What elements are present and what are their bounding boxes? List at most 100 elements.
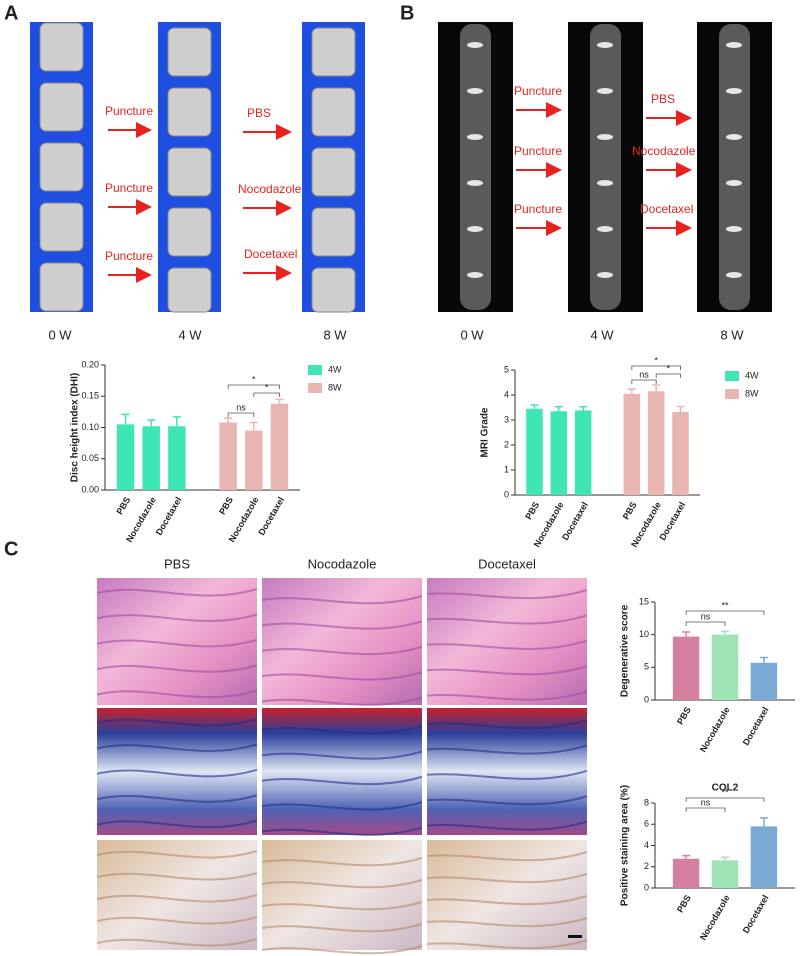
tissue-fiber <box>96 894 258 903</box>
tissue-fiber <box>426 795 588 806</box>
tissue-fiber <box>261 595 423 605</box>
mri-disc <box>726 180 742 186</box>
significance-bracket <box>631 379 657 384</box>
x-tick-label: PBS <box>114 495 132 516</box>
timepoint: 0 W <box>48 327 72 342</box>
legend-swatch <box>725 371 739 381</box>
x-tick-label: Docetaxel <box>154 495 184 537</box>
chart-title: COL2 <box>712 783 739 794</box>
bar <box>550 411 568 495</box>
y-tick-label: 0.10 <box>81 422 99 432</box>
arrow-label: Docetaxel <box>244 247 297 261</box>
significance-bracket <box>685 610 765 615</box>
x-tick-label: PBS <box>675 893 693 914</box>
bar <box>526 408 543 495</box>
mri-disc <box>597 42 613 48</box>
y-tick-label: 0 <box>644 882 649 892</box>
bar <box>750 826 778 888</box>
mri-spine <box>460 24 491 310</box>
vertebra <box>167 207 212 257</box>
bar <box>245 430 263 490</box>
bar <box>270 403 289 490</box>
timepoint: 4 W <box>178 327 202 342</box>
tissue-fiber <box>96 850 258 859</box>
y-tick-label: 0.20 <box>81 359 99 369</box>
arrow-label: Puncture <box>514 144 562 158</box>
x-tick-label: PBS <box>621 500 639 521</box>
error-bar <box>759 656 768 663</box>
timepoint: 0 W <box>460 327 484 342</box>
arrow-label: PBS <box>247 106 271 120</box>
x-tick-label: Docetaxel <box>741 893 771 935</box>
vertebra <box>311 207 356 257</box>
histology-image <box>427 708 587 835</box>
mri-disc <box>597 88 613 94</box>
bar <box>116 424 135 490</box>
tissue-fiber <box>96 689 258 699</box>
vertebra <box>167 147 212 197</box>
bar <box>672 858 700 888</box>
y-tick-label: 2 <box>504 439 509 449</box>
y-tick-label: 2 <box>644 861 649 871</box>
tissue-fiber <box>261 901 423 911</box>
significance-bracket <box>685 621 726 626</box>
y-tick-label: 0.05 <box>81 453 99 463</box>
mri-disc <box>726 88 742 94</box>
tissue-fiber <box>426 895 588 906</box>
legend-label: 8W <box>745 388 759 398</box>
x-tick-label: Nocodazole <box>698 705 732 754</box>
y-tick-label: 3 <box>504 414 509 424</box>
tissue-fiber <box>426 719 588 730</box>
tissue-fiber <box>261 725 423 735</box>
x-tick-label: PBS <box>523 500 541 521</box>
arrow-label: Puncture <box>514 84 562 98</box>
significance-label: ns <box>639 369 649 379</box>
y-tick-label: 5 <box>644 662 649 672</box>
x-tick-label: PBS <box>675 705 693 726</box>
tissue-fiber <box>96 794 258 803</box>
x-tick-label: PBS <box>217 495 235 516</box>
mri-disc <box>467 42 483 48</box>
panel-label: B <box>400 2 414 24</box>
bar <box>219 422 237 490</box>
column-header: Docetaxel <box>478 556 536 571</box>
mri-spine <box>590 24 621 310</box>
tissue-fiber <box>96 916 258 925</box>
tissue-fiber <box>261 671 423 681</box>
mri-disc <box>726 134 742 140</box>
mri-disc <box>467 272 483 278</box>
bar <box>711 860 739 888</box>
vertebra <box>311 267 356 313</box>
y-tick-label: 4 <box>644 840 649 850</box>
histology-image <box>427 578 587 705</box>
error-bar <box>554 406 563 412</box>
significance-bracket <box>685 807 726 812</box>
y-tick-label: 6 <box>644 819 649 829</box>
y-tick-label: 0.00 <box>81 484 99 494</box>
tissue-fiber <box>261 750 423 760</box>
timepoint: 8 W <box>323 327 347 342</box>
tissue-fiber <box>426 851 588 862</box>
tissue-fiber <box>96 938 258 947</box>
error-bar <box>579 406 588 411</box>
significance-label: ns <box>701 611 711 621</box>
significance-bracket <box>631 365 681 370</box>
vertebra <box>167 267 212 313</box>
x-tick-label: Nocodazole <box>698 893 732 942</box>
vertebra <box>39 262 84 312</box>
histology-image <box>262 840 422 950</box>
arrow-label: Puncture <box>105 249 153 263</box>
vertebra <box>39 142 84 192</box>
arrow-label: Docetaxel <box>640 202 693 216</box>
y-tick-label: 0 <box>504 489 509 499</box>
mri-disc <box>726 272 742 278</box>
y-tick-label: 10 <box>639 629 649 639</box>
timepoint: 8 W <box>720 327 744 342</box>
significance-label: ** <box>721 600 729 610</box>
panel-label: C <box>4 538 18 560</box>
tissue-fiber <box>261 645 423 656</box>
error-bar <box>627 388 636 394</box>
arrow-label: Puncture <box>105 181 153 195</box>
significance-label: ns <box>701 797 711 807</box>
tissue-fiber <box>261 857 423 867</box>
